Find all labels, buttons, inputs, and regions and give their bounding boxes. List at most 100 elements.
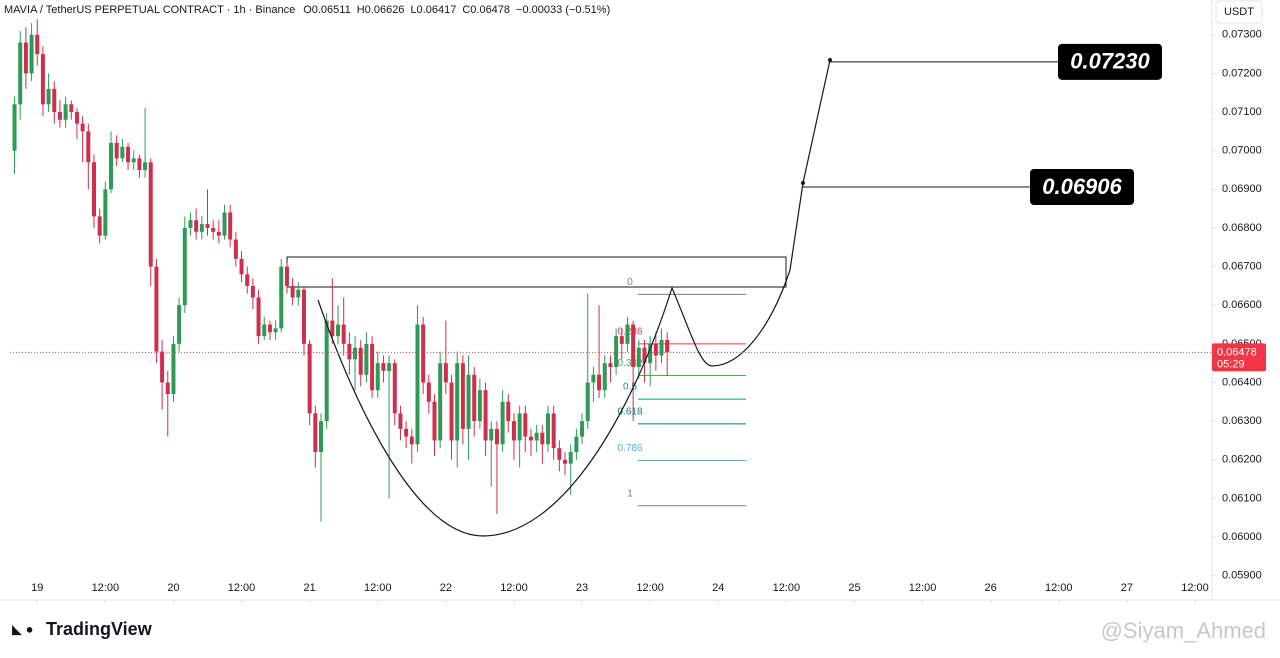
candle-body (250, 285, 255, 298)
candle-body (228, 212, 233, 240)
candle-body (489, 428, 494, 441)
candle-body (381, 363, 386, 371)
symbol-title: MAVIA / TetherUS PERPETUAL CONTRACT · 1h… (4, 4, 295, 16)
y-tick-label: 0.07200 (1222, 67, 1262, 79)
candle-body (375, 363, 380, 391)
currency: USDT (1224, 6, 1254, 18)
candle-body (506, 401, 511, 422)
candle-body (131, 158, 136, 163)
candle-body (517, 413, 522, 441)
candle-body (29, 34, 34, 74)
fib-label: 0.382 (617, 358, 642, 369)
candle-body (523, 413, 528, 437)
candle-body (279, 266, 284, 329)
candle-body (557, 448, 562, 460)
fib-label: 0.236 (617, 326, 642, 337)
x-tick-label: 25 (848, 582, 860, 594)
candle-body (409, 436, 414, 445)
candle-body (284, 266, 289, 286)
candle-body (477, 390, 482, 422)
fib-retracement: 0 0.236 0.382 0.5 0.618 0.786 1 (617, 277, 746, 507)
candle-body (336, 324, 341, 337)
candle-body (528, 436, 533, 441)
candle-body (245, 274, 250, 286)
candle-body (653, 343, 658, 356)
y-tick-label: 0.06600 (1222, 299, 1262, 311)
candle-body (324, 320, 329, 422)
candle-body (648, 343, 653, 364)
y-tick-label: 0.07300 (1222, 29, 1262, 41)
watermark: @Siyam_Ahmed (1101, 618, 1266, 643)
candle-body (353, 347, 358, 360)
candle-body (46, 88, 51, 105)
candle-body (80, 123, 85, 132)
target-badge (1058, 43, 1162, 80)
candle-body (631, 324, 636, 368)
candle-body (534, 432, 539, 441)
y-tick-label: 0.06700 (1222, 260, 1262, 272)
candle-body (211, 227, 216, 232)
fib-label: 1 (627, 488, 633, 499)
candle-body (160, 351, 165, 383)
candle-body (568, 452, 573, 464)
candle-body (307, 343, 312, 414)
candle-body (35, 34, 40, 55)
x-tick-label: 12:00 (773, 582, 801, 594)
candle-body (415, 324, 420, 445)
candle-body (472, 374, 477, 422)
candle-body (421, 324, 426, 383)
y-tick-label: 0.06000 (1222, 531, 1262, 543)
y-tick-label: 0.05900 (1222, 570, 1262, 582)
candle-body (103, 189, 108, 236)
candle-body (97, 216, 102, 236)
candle-body (455, 363, 460, 441)
ohlc-value: −0.00033 (−0.51%) (516, 4, 610, 16)
target-label: 0.06906 (1042, 174, 1122, 199)
candle-body (466, 374, 471, 429)
candle-body (574, 436, 579, 453)
candle-body (222, 212, 227, 236)
candle-body (273, 328, 278, 333)
candle-body (177, 305, 182, 344)
candle-body (301, 289, 306, 344)
candle-body (511, 421, 516, 441)
x-tick-label: 12:00 (92, 582, 120, 594)
x-tick-label: 21 (304, 582, 316, 594)
candle-body (392, 363, 397, 414)
candle-body (239, 258, 244, 275)
candle-body (585, 382, 590, 422)
candle-body (370, 343, 375, 391)
y-tick-label: 0.06100 (1222, 492, 1262, 504)
candle-body (330, 320, 335, 337)
candle-body (188, 220, 193, 228)
candle-body (500, 401, 505, 445)
candle-body (290, 285, 295, 298)
candle-body (63, 104, 68, 120)
candle-body (262, 324, 267, 337)
candle-body (296, 289, 301, 298)
candle-body (120, 146, 125, 159)
candles (12, 19, 670, 522)
x-tick-label: 20 (167, 582, 179, 594)
fib-label: 0.618 (617, 406, 642, 417)
x-tick-label: 12:00 (909, 582, 937, 594)
candle-body (449, 382, 454, 441)
currency-badge[interactable] (1215, 0, 1263, 24)
candle-body (438, 363, 443, 441)
x-tick-label: 19 (31, 582, 43, 594)
path-node (828, 58, 832, 62)
x-tick-label: 12:00 (364, 582, 392, 594)
branding: ◣ ● TradingView @Siyam_Ahmed (12, 618, 1266, 643)
last-price-badge (1212, 343, 1266, 372)
x-tick-label: 12:00 (1045, 582, 1073, 594)
candle-body (364, 343, 369, 375)
candle-body (404, 428, 409, 437)
candle-body (91, 162, 96, 217)
candle-body (358, 347, 363, 375)
target-badge (1030, 168, 1134, 205)
target-label: 0.07230 (1070, 49, 1150, 74)
y-tick-label: 0.06300 (1222, 415, 1262, 427)
y-tick-label: 0.06900 (1222, 183, 1262, 195)
candle-body (341, 324, 346, 344)
